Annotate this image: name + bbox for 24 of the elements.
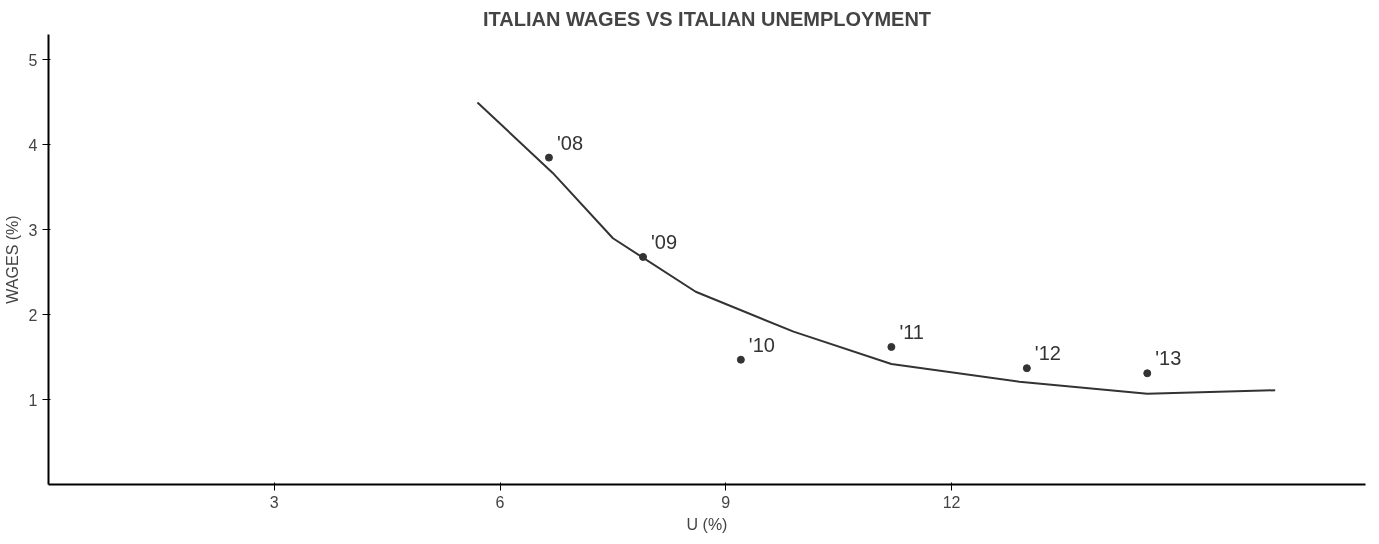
point [1022,364,1031,373]
x-axis-title: U (%) [686,515,728,533]
x-tick-label: 9 [721,493,731,511]
line-series [476,101,1277,395]
annotation: '09 [651,230,678,253]
annotation: '10 [748,333,775,356]
annotation: '12 [1034,342,1061,365]
point [1143,369,1152,378]
point [736,355,745,364]
y-tick-label: 1 [28,391,38,409]
x-tick-label: 3 [269,493,279,511]
x-tick-label: 12 [942,493,961,511]
point [887,342,896,351]
annotation: '11 [899,320,924,343]
chart-title: ITALIAN WAGES VS ITALIAN UNEMPLOYMENT [482,7,932,30]
y-tick-label: 5 [28,51,38,69]
y-axis-title: WAGES (%) [3,215,21,304]
annotation: '13 [1155,347,1182,370]
point [544,153,553,162]
x-tick-label: 6 [495,493,505,511]
annotation: '08 [556,131,584,154]
y-tick-label: 2 [28,306,38,324]
y-tick-label: 3 [28,221,38,239]
y-tick-label: 4 [28,136,38,154]
